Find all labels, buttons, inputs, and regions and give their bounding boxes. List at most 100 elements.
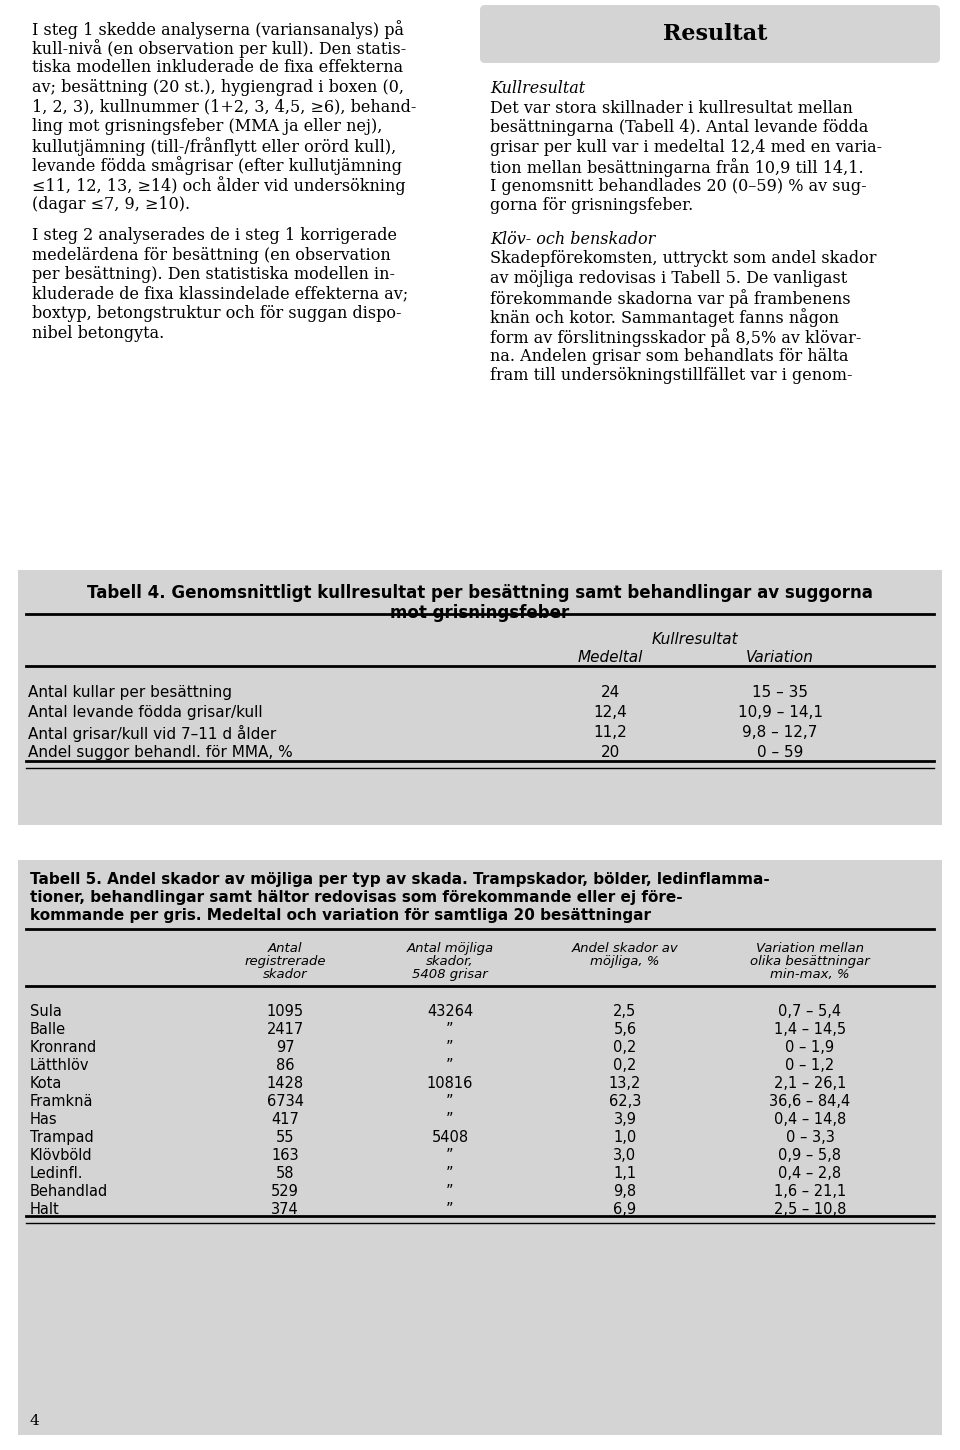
Text: Has: Has [30, 1112, 58, 1127]
Text: Skadepförekomsten, uttryckt som andel skador: Skadepförekomsten, uttryckt som andel sk… [490, 249, 876, 267]
Text: 55: 55 [276, 1130, 295, 1146]
Text: 1428: 1428 [267, 1076, 303, 1090]
Text: 1, 2, 3), kullnummer (1+2, 3, 4,5, ≥6), behand-: 1, 2, 3), kullnummer (1+2, 3, 4,5, ≥6), … [32, 99, 417, 115]
Text: Antal levande födda grisar/kull: Antal levande födda grisar/kull [28, 705, 263, 721]
Text: besättningarna (Tabell 4). Antal levande födda: besättningarna (Tabell 4). Antal levande… [490, 119, 869, 136]
Text: Lätthlöv: Lätthlöv [30, 1058, 89, 1073]
Text: form av förslitningsskador på 8,5% av klövar-: form av förslitningsskador på 8,5% av kl… [490, 328, 861, 347]
Text: 9,8 – 12,7: 9,8 – 12,7 [742, 725, 818, 740]
Text: Klöv- och benskador: Klöv- och benskador [490, 231, 656, 248]
Text: ”: ” [446, 1185, 454, 1199]
Text: ”: ” [446, 1112, 454, 1127]
Text: 0 – 1,2: 0 – 1,2 [785, 1058, 834, 1073]
Text: Ledinfl.: Ledinfl. [30, 1166, 84, 1180]
Text: Kronrand: Kronrand [30, 1040, 97, 1056]
Text: 12,4: 12,4 [593, 705, 627, 721]
Text: tioner, behandlingar samt hältor redovisas som förekommande eller ej före-: tioner, behandlingar samt hältor redovis… [30, 890, 683, 905]
Text: Tabell 5. Andel skador av möjliga per typ av skada. Trampskador, bölder, ledinfl: Tabell 5. Andel skador av möjliga per ty… [30, 871, 770, 887]
Text: boxtyp, betongstruktur och för suggan dispo-: boxtyp, betongstruktur och för suggan di… [32, 304, 401, 322]
Text: ”: ” [446, 1093, 454, 1109]
Text: 0,4 – 14,8: 0,4 – 14,8 [774, 1112, 846, 1127]
Text: I steg 1 skedde analyserna (variansanalys) på: I steg 1 skedde analyserna (variansanaly… [32, 20, 404, 39]
Text: I genomsnitt behandlades 20 (0–59) % av sug-: I genomsnitt behandlades 20 (0–59) % av … [490, 177, 867, 194]
Text: kull-nivå (en observation per kull). Den statis-: kull-nivå (en observation per kull). Den… [32, 39, 406, 58]
Text: Medeltal: Medeltal [577, 650, 642, 666]
Text: 13,2: 13,2 [609, 1076, 641, 1090]
Text: kommande per gris. Medeltal och variation för samtliga 20 besättningar: kommande per gris. Medeltal och variatio… [30, 908, 651, 924]
Text: Tabell 4. Genomsnittligt kullresultat per besättning samt behandlingar av suggor: Tabell 4. Genomsnittligt kullresultat pe… [87, 584, 873, 602]
Text: 163: 163 [271, 1148, 299, 1163]
Text: Kullresultat: Kullresultat [490, 80, 586, 97]
Text: per besättning). Den statistiska modellen in-: per besättning). Den statistiska modelle… [32, 265, 395, 283]
Text: 36,6 – 84,4: 36,6 – 84,4 [769, 1093, 851, 1109]
Text: Resultat: Resultat [662, 23, 767, 45]
Text: Andel skador av: Andel skador av [571, 942, 679, 956]
Text: 1,6 – 21,1: 1,6 – 21,1 [774, 1185, 846, 1199]
Text: ”: ” [446, 1040, 454, 1056]
Text: 62,3: 62,3 [609, 1093, 641, 1109]
Text: kullutjämning (till-/frånflytt eller orörd kull),: kullutjämning (till-/frånflytt eller orö… [32, 136, 396, 157]
Text: 5408 grisar: 5408 grisar [412, 969, 488, 982]
Text: av; besättning (20 st.), hygiengrad i boxen (0,: av; besättning (20 st.), hygiengrad i bo… [32, 78, 404, 96]
Text: 20: 20 [600, 745, 619, 760]
Text: 374: 374 [271, 1202, 299, 1217]
Text: 24: 24 [600, 684, 619, 700]
Text: tiska modellen inkluderade de fixa effekterna: tiska modellen inkluderade de fixa effek… [32, 59, 403, 75]
Text: Framknä: Framknä [30, 1093, 93, 1109]
Text: 86: 86 [276, 1058, 295, 1073]
Text: 0,7 – 5,4: 0,7 – 5,4 [779, 1003, 842, 1019]
Text: nibel betongyta.: nibel betongyta. [32, 325, 164, 342]
Text: 5408: 5408 [431, 1130, 468, 1146]
Text: 1,4 – 14,5: 1,4 – 14,5 [774, 1022, 846, 1037]
Text: Trampad: Trampad [30, 1130, 94, 1146]
Text: Variation mellan: Variation mellan [756, 942, 864, 956]
Text: Kullresultat: Kullresultat [652, 632, 738, 647]
Text: I steg 2 analyserades de i steg 1 korrigerade: I steg 2 analyserades de i steg 1 korrig… [32, 228, 397, 244]
Text: Balle: Balle [30, 1022, 66, 1037]
Text: knän och kotor. Sammantaget fanns någon: knän och kotor. Sammantaget fanns någon [490, 309, 839, 328]
Text: 2,5 – 10,8: 2,5 – 10,8 [774, 1202, 846, 1217]
Text: Det var stora skillnader i kullresultat mellan: Det var stora skillnader i kullresultat … [490, 100, 852, 116]
Text: 9,8: 9,8 [613, 1185, 636, 1199]
Text: 58: 58 [276, 1166, 295, 1180]
Text: 43264: 43264 [427, 1003, 473, 1019]
FancyBboxPatch shape [18, 860, 942, 1436]
Text: tion mellan besättningarna från 10,9 till 14,1.: tion mellan besättningarna från 10,9 til… [490, 158, 864, 177]
Text: Sula: Sula [30, 1003, 61, 1019]
Text: skador,: skador, [426, 956, 474, 969]
Text: ”: ” [446, 1022, 454, 1037]
Text: min-max, %: min-max, % [770, 969, 850, 982]
Text: levande födda smågrisar (efter kullutjämning: levande födda smågrisar (efter kullutjäm… [32, 157, 402, 175]
Text: Kota: Kota [30, 1076, 62, 1090]
Text: 6734: 6734 [267, 1093, 303, 1109]
Text: Antal: Antal [268, 942, 302, 956]
Text: 15 – 35: 15 – 35 [752, 684, 808, 700]
Text: ”: ” [446, 1058, 454, 1073]
Text: Antal möjliga: Antal möjliga [406, 942, 493, 956]
Text: Behandlad: Behandlad [30, 1185, 108, 1199]
Text: mot grisningsfeber: mot grisningsfeber [391, 605, 569, 622]
Text: möjliga, %: möjliga, % [590, 956, 660, 969]
Text: av möjliga redovisas i Tabell 5. De vanligast: av möjliga redovisas i Tabell 5. De vanl… [490, 270, 848, 287]
Text: 6,9: 6,9 [613, 1202, 636, 1217]
Text: Halt: Halt [30, 1202, 60, 1217]
Text: ling mot grisningsfeber (MMA ja eller nej),: ling mot grisningsfeber (MMA ja eller ne… [32, 117, 382, 135]
FancyBboxPatch shape [18, 570, 942, 825]
Text: 10,9 – 14,1: 10,9 – 14,1 [737, 705, 823, 721]
Text: kluderade de fixa klassindelade effekterna av;: kluderade de fixa klassindelade effekter… [32, 286, 408, 303]
Text: ”: ” [446, 1148, 454, 1163]
Text: Andel suggor behandl. för MMA, %: Andel suggor behandl. för MMA, % [28, 745, 293, 760]
Text: ≤11, 12, 13, ≥14) och ålder vid undersökning: ≤11, 12, 13, ≥14) och ålder vid undersök… [32, 175, 406, 194]
Text: 2417: 2417 [266, 1022, 303, 1037]
Text: (dagar ≤7, 9, ≥10).: (dagar ≤7, 9, ≥10). [32, 196, 190, 213]
Text: olika besättningar: olika besättningar [750, 956, 870, 969]
Text: 0 – 59: 0 – 59 [756, 745, 804, 760]
Text: ”: ” [446, 1166, 454, 1180]
Text: grisar per kull var i medeltal 12,4 med en varia-: grisar per kull var i medeltal 12,4 med … [490, 139, 882, 155]
Text: 3,9: 3,9 [613, 1112, 636, 1127]
Text: 3,0: 3,0 [613, 1148, 636, 1163]
Text: 0,9 – 5,8: 0,9 – 5,8 [779, 1148, 842, 1163]
Text: 529: 529 [271, 1185, 299, 1199]
Text: fram till undersökningstillfället var i genom-: fram till undersökningstillfället var i … [490, 367, 852, 384]
Text: 2,5: 2,5 [613, 1003, 636, 1019]
